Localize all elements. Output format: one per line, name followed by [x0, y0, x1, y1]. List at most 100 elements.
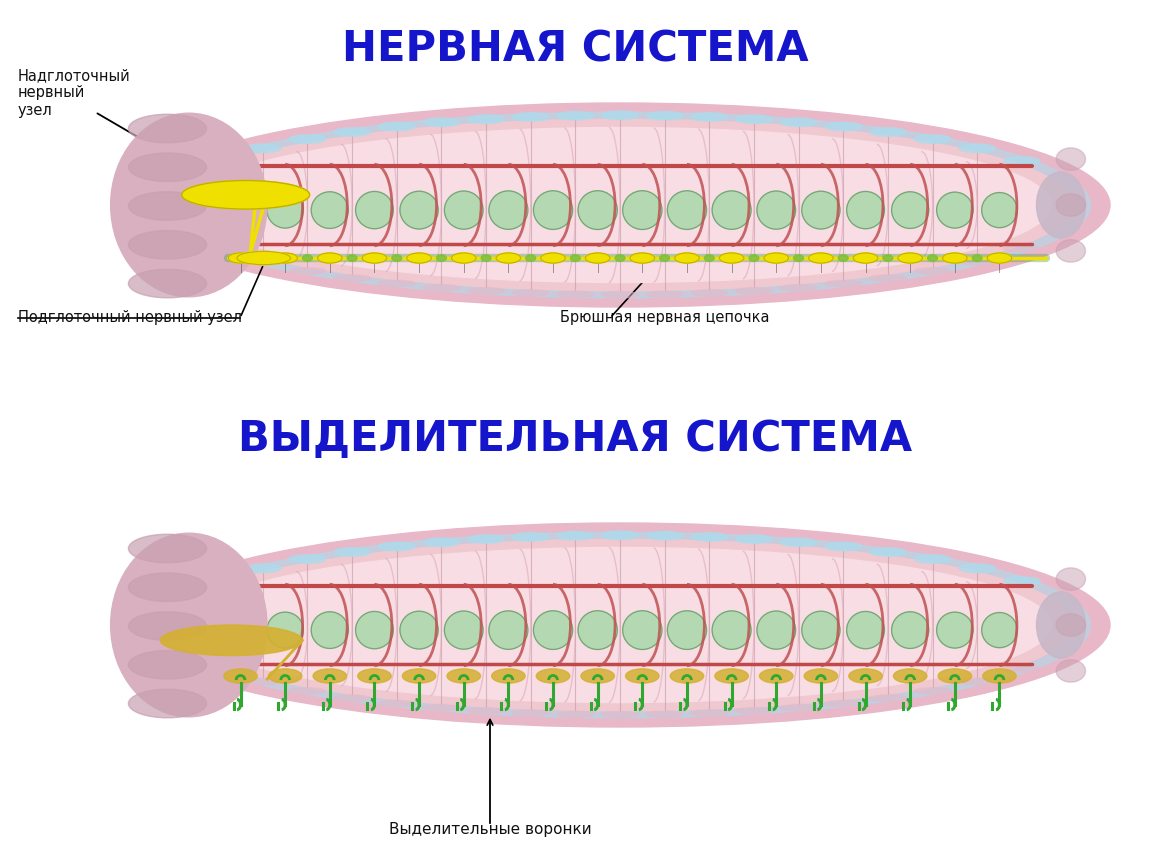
Ellipse shape: [914, 135, 951, 143]
Ellipse shape: [489, 611, 528, 650]
Ellipse shape: [378, 122, 415, 130]
Ellipse shape: [646, 111, 683, 120]
Ellipse shape: [423, 284, 460, 291]
Ellipse shape: [312, 192, 348, 228]
Ellipse shape: [943, 253, 967, 264]
Ellipse shape: [557, 111, 593, 120]
Ellipse shape: [129, 573, 207, 601]
Ellipse shape: [468, 115, 505, 124]
Ellipse shape: [705, 255, 714, 261]
Ellipse shape: [1004, 577, 1040, 586]
Ellipse shape: [578, 611, 618, 650]
Ellipse shape: [853, 253, 877, 264]
Ellipse shape: [167, 539, 1073, 711]
Ellipse shape: [392, 255, 401, 261]
Ellipse shape: [1036, 592, 1086, 658]
Ellipse shape: [764, 253, 789, 264]
Ellipse shape: [267, 612, 304, 648]
Ellipse shape: [667, 191, 706, 230]
Ellipse shape: [129, 689, 207, 718]
Ellipse shape: [581, 669, 614, 683]
Ellipse shape: [1004, 665, 1040, 672]
Ellipse shape: [289, 268, 325, 274]
Ellipse shape: [452, 253, 476, 264]
Ellipse shape: [258, 255, 268, 261]
Ellipse shape: [780, 118, 816, 126]
Text: НЕРВНАЯ СИСТЕМА: НЕРВНАЯ СИСТЕМА: [342, 28, 808, 70]
Ellipse shape: [223, 613, 259, 648]
Ellipse shape: [468, 535, 505, 543]
Ellipse shape: [825, 122, 861, 130]
Ellipse shape: [289, 135, 325, 143]
Ellipse shape: [622, 611, 662, 650]
Ellipse shape: [228, 253, 253, 264]
Ellipse shape: [513, 533, 549, 541]
Ellipse shape: [268, 669, 302, 683]
Ellipse shape: [407, 253, 431, 264]
Ellipse shape: [129, 534, 207, 562]
Ellipse shape: [626, 669, 659, 683]
Ellipse shape: [1004, 157, 1040, 165]
Ellipse shape: [167, 119, 1073, 290]
Ellipse shape: [1056, 660, 1086, 682]
Ellipse shape: [358, 669, 391, 683]
Ellipse shape: [982, 613, 1018, 648]
Ellipse shape: [691, 533, 728, 541]
Ellipse shape: [150, 112, 1090, 298]
Ellipse shape: [691, 289, 728, 296]
Ellipse shape: [570, 255, 581, 261]
Ellipse shape: [891, 192, 929, 228]
Ellipse shape: [601, 531, 638, 539]
Ellipse shape: [914, 555, 951, 563]
Ellipse shape: [983, 669, 1017, 683]
Ellipse shape: [496, 253, 521, 264]
Ellipse shape: [129, 231, 207, 259]
Ellipse shape: [869, 275, 906, 282]
Ellipse shape: [615, 255, 624, 261]
Ellipse shape: [891, 612, 929, 649]
Ellipse shape: [200, 665, 237, 672]
Ellipse shape: [825, 701, 861, 707]
Ellipse shape: [200, 157, 237, 165]
Ellipse shape: [540, 253, 566, 264]
Ellipse shape: [334, 548, 370, 556]
Text: ВЫДЕЛИТЕЛЬНАЯ СИСТЕМА: ВЫДЕЛИТЕЛЬНАЯ СИСТЕМА: [238, 418, 912, 460]
Ellipse shape: [802, 611, 840, 649]
Ellipse shape: [129, 270, 207, 298]
Ellipse shape: [1004, 245, 1040, 252]
Ellipse shape: [849, 669, 882, 683]
Ellipse shape: [481, 255, 491, 261]
Ellipse shape: [334, 275, 370, 282]
Ellipse shape: [938, 669, 972, 683]
Ellipse shape: [129, 612, 207, 640]
Ellipse shape: [237, 251, 291, 264]
Ellipse shape: [869, 548, 906, 556]
Ellipse shape: [1036, 172, 1086, 238]
Ellipse shape: [914, 688, 951, 694]
Ellipse shape: [130, 103, 1110, 307]
Ellipse shape: [513, 289, 549, 296]
Ellipse shape: [646, 531, 683, 540]
Ellipse shape: [646, 711, 683, 717]
Ellipse shape: [200, 577, 237, 586]
Ellipse shape: [959, 564, 996, 573]
Ellipse shape: [780, 704, 816, 711]
Ellipse shape: [129, 651, 207, 679]
Ellipse shape: [1056, 568, 1086, 590]
Ellipse shape: [312, 612, 348, 649]
Ellipse shape: [928, 255, 937, 261]
Ellipse shape: [289, 555, 325, 563]
Ellipse shape: [129, 114, 207, 143]
Ellipse shape: [780, 284, 816, 291]
Ellipse shape: [846, 192, 884, 229]
Ellipse shape: [601, 712, 638, 718]
Ellipse shape: [959, 144, 996, 153]
Ellipse shape: [757, 191, 796, 229]
Ellipse shape: [660, 255, 669, 261]
Text: Надглоточный
нервный
узел: Надглоточный нервный узел: [18, 68, 131, 118]
Ellipse shape: [691, 710, 728, 716]
Ellipse shape: [378, 701, 415, 707]
Ellipse shape: [129, 192, 207, 220]
Ellipse shape: [513, 112, 549, 121]
Ellipse shape: [557, 291, 593, 297]
